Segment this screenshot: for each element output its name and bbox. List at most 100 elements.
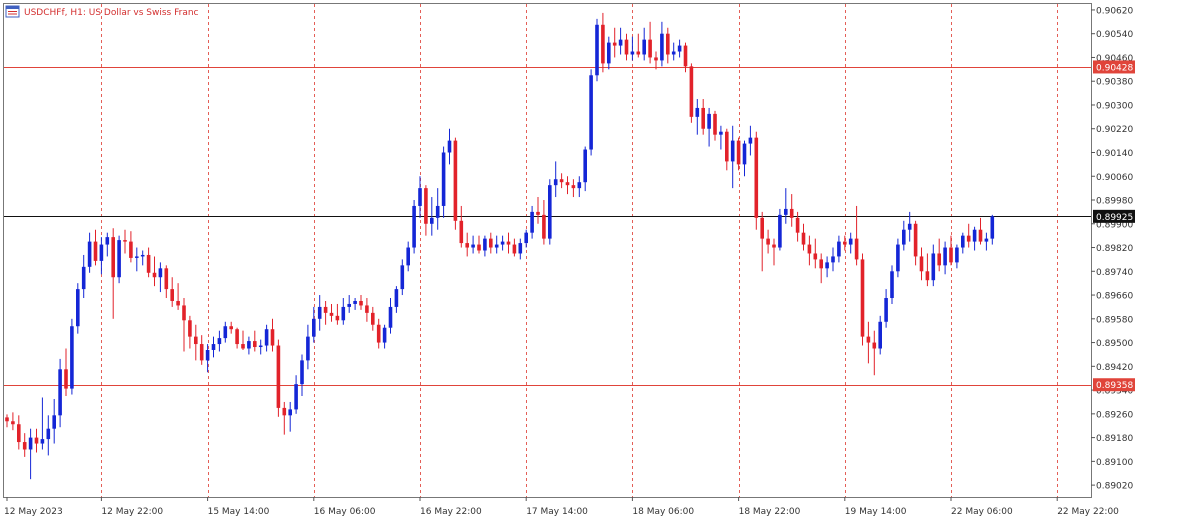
candle[interactable] bbox=[518, 238, 523, 260]
candle[interactable] bbox=[854, 205, 859, 266]
candle[interactable] bbox=[825, 256, 829, 278]
candle[interactable] bbox=[695, 99, 700, 135]
candle[interactable] bbox=[58, 358, 62, 428]
candle[interactable] bbox=[453, 137, 458, 230]
candle[interactable] bbox=[559, 173, 564, 189]
candle[interactable] bbox=[536, 197, 540, 224]
candle[interactable] bbox=[205, 344, 210, 373]
candle[interactable] bbox=[913, 220, 918, 266]
candle[interactable] bbox=[52, 398, 56, 444]
candle[interactable] bbox=[223, 321, 228, 343]
candle[interactable] bbox=[312, 306, 316, 343]
candle[interactable] bbox=[87, 232, 92, 273]
candle[interactable] bbox=[117, 235, 121, 284]
candle[interactable] bbox=[424, 185, 428, 236]
candle[interactable] bbox=[589, 69, 593, 156]
candle[interactable] bbox=[612, 27, 617, 58]
candle[interactable] bbox=[483, 235, 487, 257]
candle[interactable] bbox=[418, 176, 422, 218]
candle[interactable] bbox=[93, 229, 98, 266]
candle[interactable] bbox=[11, 412, 15, 431]
candle[interactable] bbox=[152, 256, 157, 287]
candle[interactable] bbox=[736, 137, 741, 171]
candle[interactable] bbox=[135, 247, 139, 272]
candle[interactable] bbox=[382, 324, 387, 349]
candle[interactable] bbox=[441, 146, 446, 218]
candle[interactable] bbox=[848, 232, 853, 254]
candle[interactable] bbox=[730, 125, 735, 189]
candle[interactable] bbox=[394, 286, 399, 313]
candle[interactable] bbox=[548, 179, 552, 245]
candles-layer[interactable] bbox=[5, 12, 995, 480]
candle[interactable] bbox=[329, 303, 334, 322]
candle[interactable] bbox=[276, 339, 281, 417]
candle[interactable] bbox=[430, 197, 434, 236]
candle[interactable] bbox=[217, 330, 222, 352]
candle[interactable] bbox=[471, 235, 475, 254]
candle[interactable] bbox=[601, 12, 605, 73]
candle[interactable] bbox=[955, 244, 959, 269]
candle[interactable] bbox=[376, 318, 381, 349]
candle[interactable] bbox=[754, 131, 759, 230]
candle[interactable] bbox=[801, 223, 806, 251]
candle[interactable] bbox=[341, 298, 346, 325]
candle[interactable] bbox=[323, 300, 328, 325]
candle[interactable] bbox=[70, 318, 74, 395]
candle[interactable] bbox=[636, 33, 641, 58]
candle[interactable] bbox=[966, 223, 971, 248]
candle[interactable] bbox=[742, 140, 747, 177]
candle[interactable] bbox=[683, 42, 688, 73]
candle[interactable] bbox=[719, 125, 723, 150]
candle[interactable] bbox=[630, 36, 635, 61]
candle[interactable] bbox=[648, 21, 652, 64]
candle[interactable] bbox=[972, 226, 977, 251]
candle[interactable] bbox=[182, 298, 186, 352]
candle[interactable] bbox=[725, 128, 729, 171]
candle[interactable] bbox=[435, 188, 440, 230]
candle[interactable] bbox=[707, 107, 711, 147]
candle[interactable] bbox=[40, 397, 45, 450]
candle[interactable] bbox=[866, 321, 871, 364]
candle[interactable] bbox=[831, 247, 835, 272]
candle[interactable] bbox=[99, 237, 104, 275]
candle[interactable] bbox=[81, 254, 86, 299]
candle[interactable] bbox=[282, 401, 287, 435]
candle[interactable] bbox=[258, 339, 263, 355]
candle[interactable] bbox=[766, 229, 770, 254]
candle[interactable] bbox=[931, 244, 936, 287]
candle[interactable] bbox=[235, 327, 239, 349]
candle[interactable] bbox=[919, 247, 924, 281]
candle[interactable] bbox=[884, 289, 888, 328]
candle[interactable] bbox=[677, 39, 682, 58]
candle[interactable] bbox=[46, 415, 51, 456]
candle[interactable] bbox=[64, 348, 68, 397]
candle[interactable] bbox=[317, 295, 322, 331]
candle[interactable] bbox=[760, 211, 764, 272]
candle[interactable] bbox=[300, 354, 304, 397]
candle[interactable] bbox=[270, 318, 275, 352]
candle[interactable] bbox=[253, 330, 257, 352]
candle[interactable] bbox=[447, 128, 452, 165]
candle[interactable] bbox=[76, 283, 80, 334]
candle[interactable] bbox=[530, 205, 534, 239]
candle[interactable] bbox=[813, 238, 818, 269]
time-axis[interactable]: 12 May 2023 12 May 22:00 15 May 14:00 16 Ma… bbox=[4, 497, 1119, 517]
candle[interactable] bbox=[896, 238, 900, 278]
candle[interactable] bbox=[618, 27, 623, 55]
candle[interactable] bbox=[984, 232, 989, 251]
candle[interactable] bbox=[772, 238, 776, 266]
candle[interactable] bbox=[365, 298, 369, 322]
candle[interactable] bbox=[28, 428, 33, 480]
candle[interactable] bbox=[22, 433, 27, 457]
candle[interactable] bbox=[477, 235, 481, 254]
candle[interactable] bbox=[359, 295, 363, 310]
candle[interactable] bbox=[306, 324, 310, 370]
candle[interactable] bbox=[978, 217, 983, 245]
candle[interactable] bbox=[164, 265, 169, 299]
candle[interactable] bbox=[890, 265, 894, 304]
candle[interactable] bbox=[524, 229, 528, 248]
candle[interactable] bbox=[247, 336, 251, 355]
candle[interactable] bbox=[943, 241, 947, 275]
candle[interactable] bbox=[689, 63, 694, 123]
